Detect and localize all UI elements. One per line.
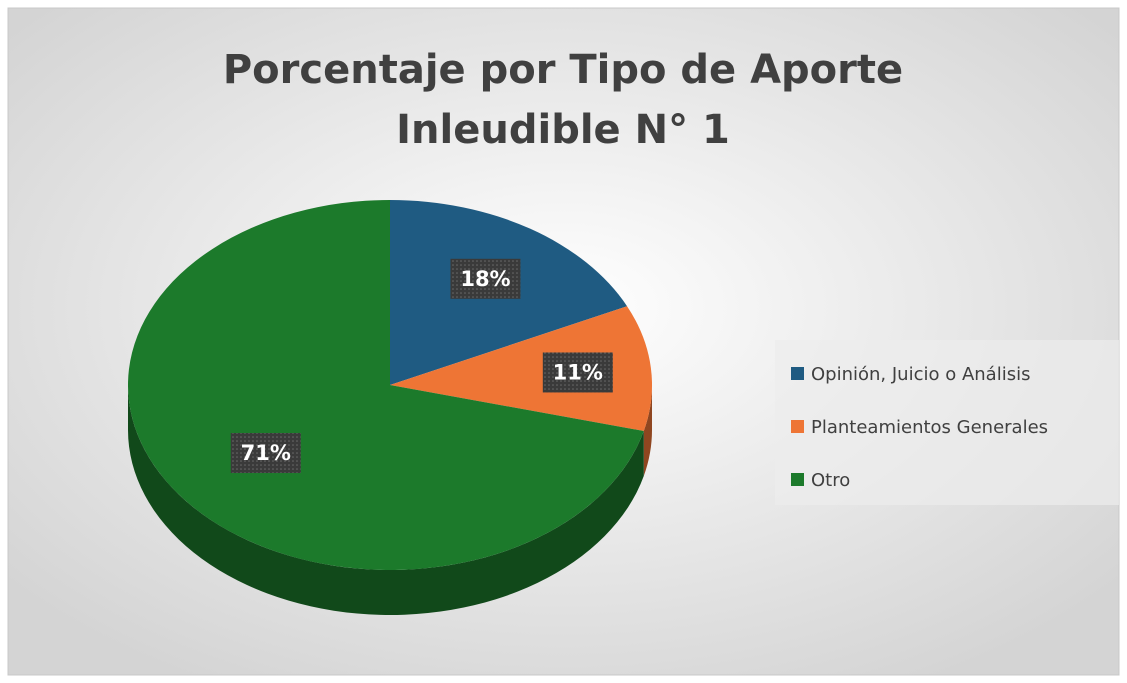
legend-label: Opinión, Juicio o Análisis bbox=[811, 364, 1030, 385]
data-label: 11% bbox=[553, 360, 603, 384]
pie bbox=[128, 200, 653, 616]
slice bbox=[128, 200, 644, 571]
slice bbox=[390, 306, 653, 432]
slice-side bbox=[643, 385, 652, 477]
data-label-box bbox=[450, 258, 521, 299]
legend-box bbox=[775, 340, 1119, 505]
data-label: 71% bbox=[241, 441, 291, 465]
data-label-box bbox=[542, 352, 613, 393]
data-label-box bbox=[230, 433, 301, 474]
legend-swatch bbox=[791, 473, 804, 486]
legend-label: Otro bbox=[811, 470, 850, 491]
legend-label: Planteamientos Generales bbox=[811, 417, 1048, 438]
slice-side bbox=[128, 385, 644, 616]
data-label: 18% bbox=[460, 267, 510, 291]
chart-title: Inleudible N° 1 bbox=[396, 107, 730, 153]
legend-swatch bbox=[791, 420, 804, 433]
chart-title: Porcentaje por Tipo de Aporte bbox=[223, 47, 903, 93]
legend-swatch bbox=[791, 367, 804, 380]
